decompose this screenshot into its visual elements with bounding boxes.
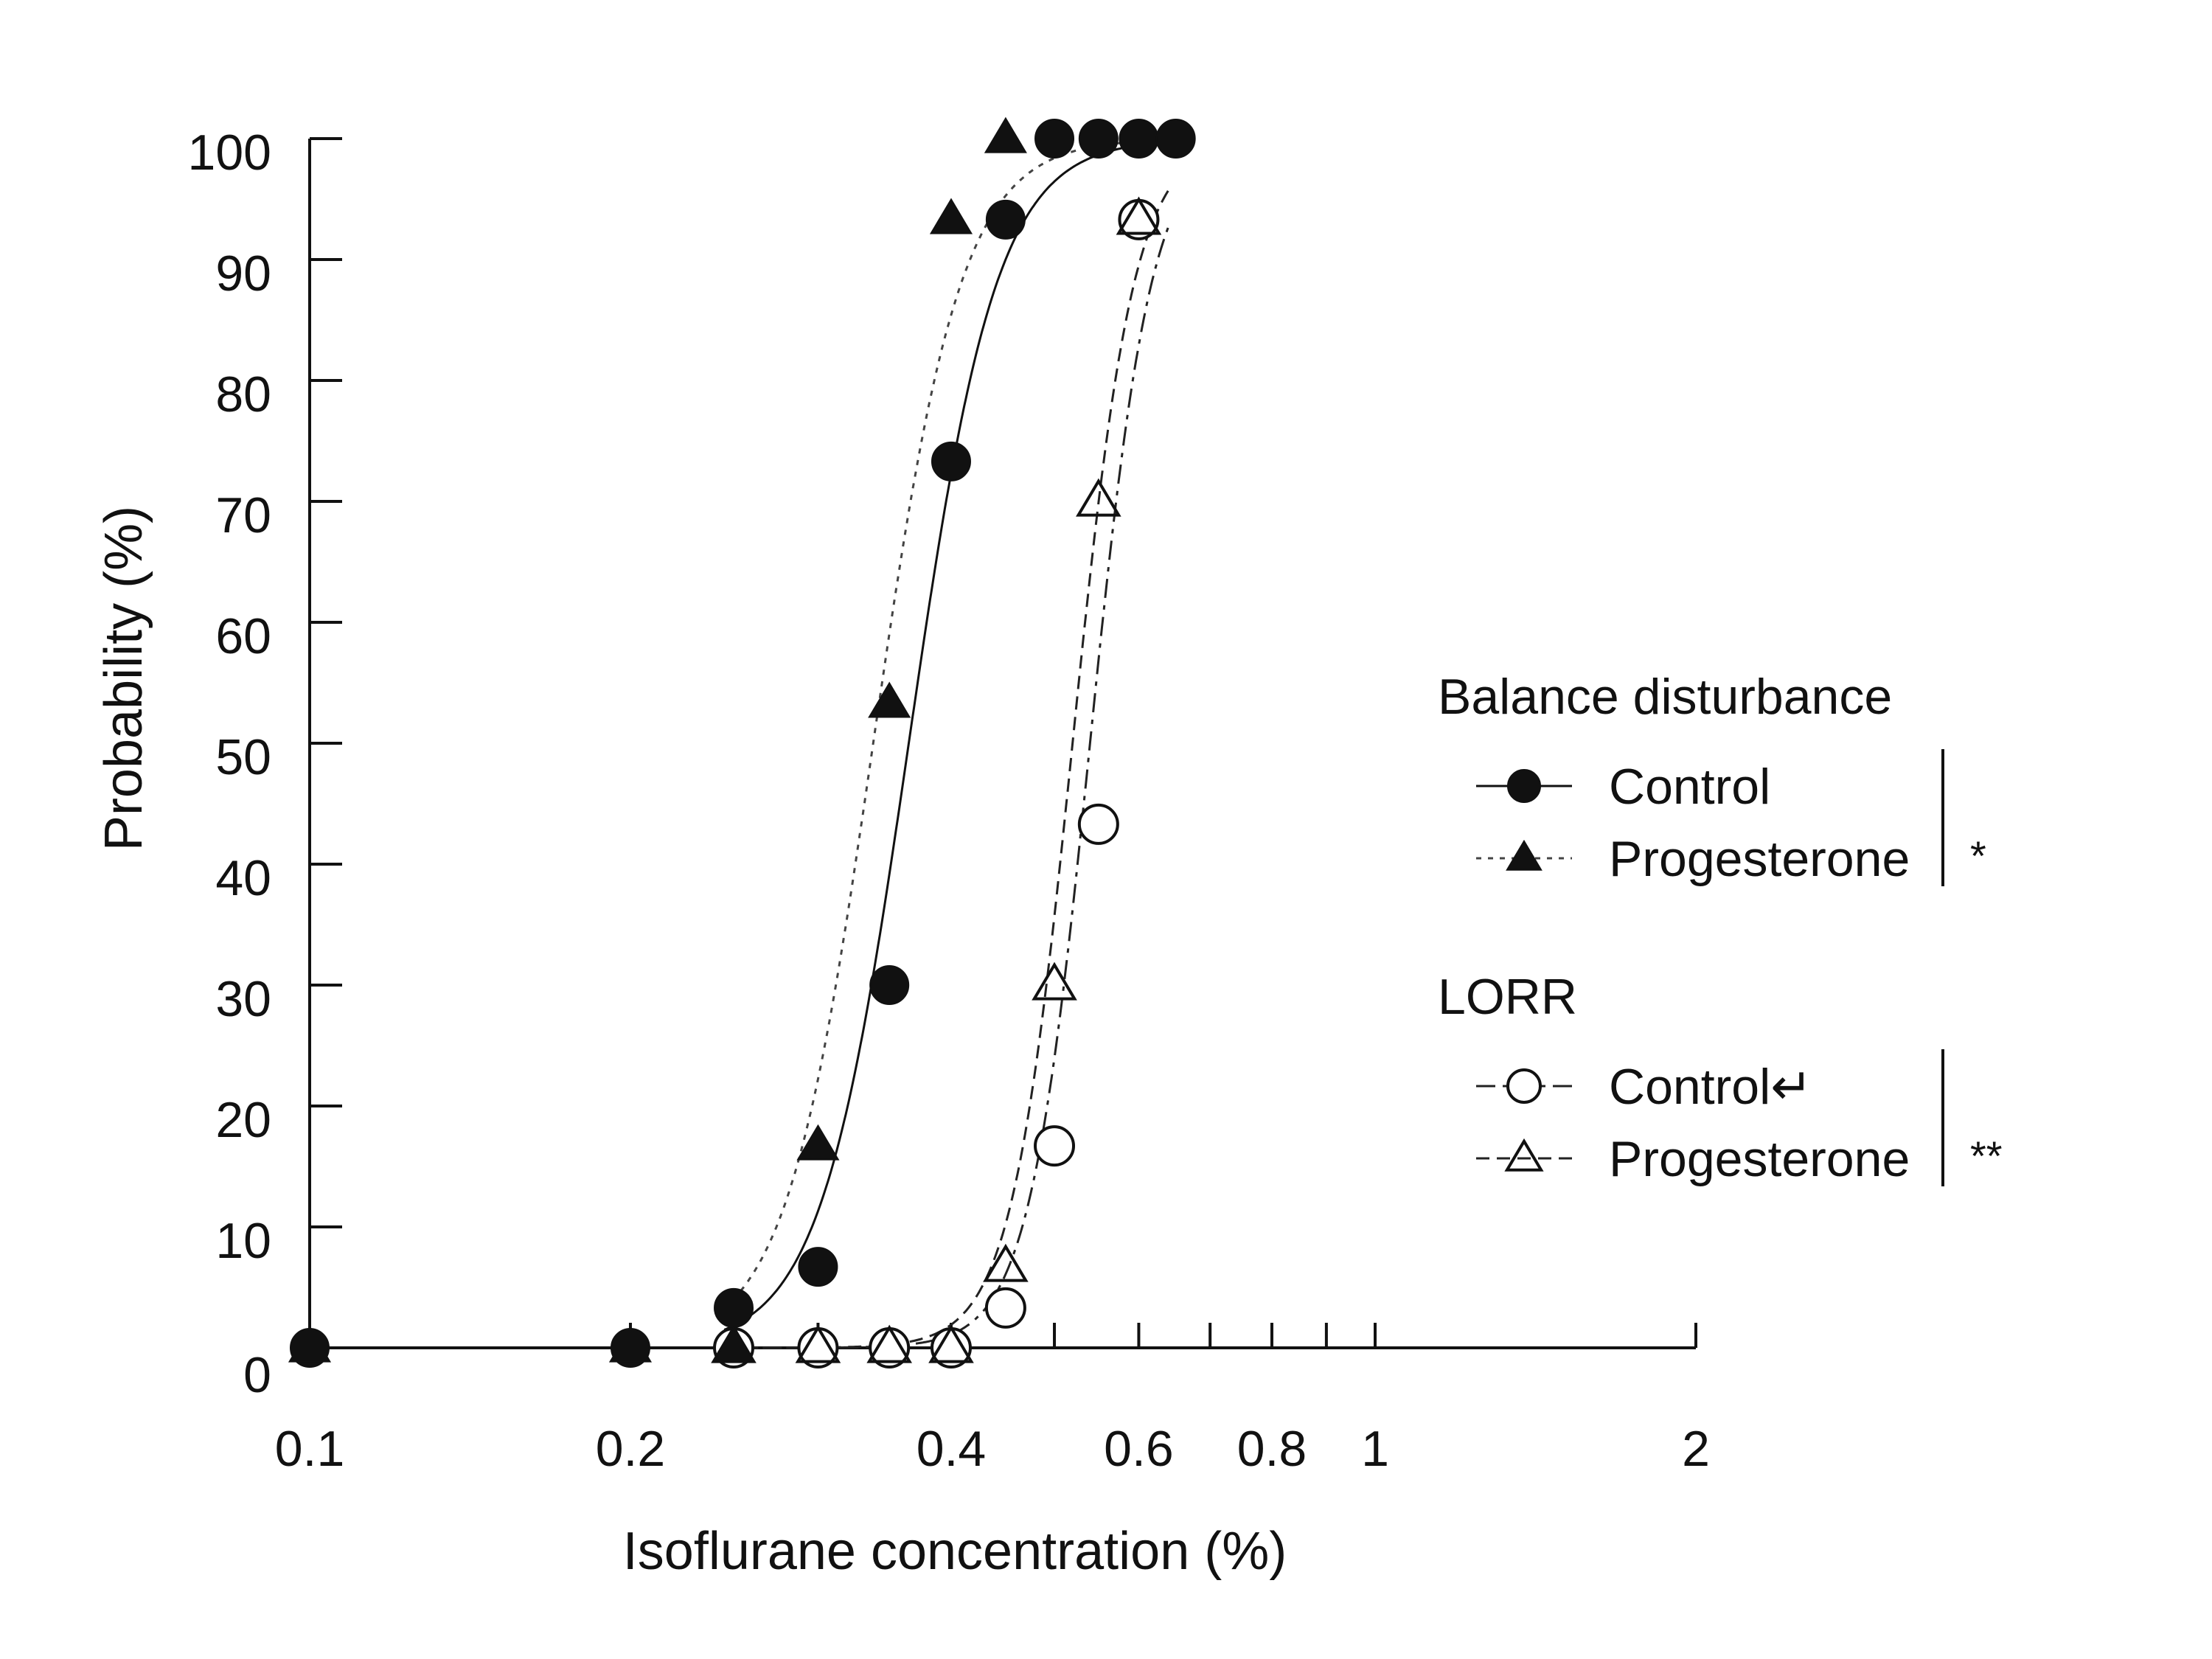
significance-mark: * bbox=[1970, 832, 1986, 879]
data-point bbox=[608, 1326, 653, 1363]
y-tick-label: 50 bbox=[215, 729, 271, 785]
y-tick-label: 60 bbox=[215, 608, 271, 664]
fit-curve bbox=[723, 139, 1169, 1310]
x-axis-title: Isoflurane concentration (%) bbox=[623, 1522, 1287, 1581]
data-point bbox=[928, 1324, 974, 1363]
data-point bbox=[1032, 961, 1077, 1001]
x-tick-label: 0.4 bbox=[917, 1421, 987, 1477]
data-point bbox=[1077, 803, 1119, 845]
data-markers bbox=[288, 116, 1196, 1368]
data-point bbox=[795, 1324, 841, 1363]
data-point bbox=[984, 1287, 1026, 1329]
legend-label: Progesterone bbox=[1609, 1131, 1910, 1187]
y-tick-label: 40 bbox=[215, 850, 271, 906]
y-tick-label: 10 bbox=[215, 1213, 271, 1269]
legend-group-title: LORR bbox=[1438, 969, 1577, 1025]
legend-label: Control↵ bbox=[1609, 1059, 1812, 1115]
data-point bbox=[288, 1326, 332, 1363]
y-tick-label: 90 bbox=[215, 246, 271, 302]
data-point bbox=[985, 199, 1026, 240]
data-point bbox=[866, 1324, 912, 1363]
data-point bbox=[868, 681, 911, 718]
legend-marker bbox=[1507, 769, 1541, 803]
data-point bbox=[869, 965, 910, 1005]
data-point bbox=[712, 1326, 756, 1363]
x-tick-label: 0.6 bbox=[1104, 1421, 1174, 1477]
data-point bbox=[1116, 196, 1162, 235]
legend-marker bbox=[1506, 1068, 1542, 1104]
fit-curve bbox=[723, 141, 1169, 1331]
y-axis-title: Probability (%) bbox=[94, 506, 153, 851]
data-point bbox=[796, 1124, 840, 1161]
data-point bbox=[984, 116, 1027, 153]
legend-label: Control bbox=[1609, 759, 1770, 815]
x-tick-label: 0.2 bbox=[596, 1421, 666, 1477]
data-point bbox=[1078, 119, 1119, 159]
y-tick-label: 80 bbox=[215, 366, 271, 422]
data-point bbox=[798, 1247, 838, 1287]
data-point bbox=[1119, 119, 1159, 159]
data-point bbox=[1155, 119, 1196, 159]
fit-curve bbox=[724, 189, 1170, 1349]
data-point bbox=[931, 441, 971, 481]
legend-marker bbox=[1506, 839, 1543, 871]
data-point bbox=[929, 198, 973, 234]
legend-group-title: Balance disturbance bbox=[1438, 669, 1892, 725]
x-tick-label: 0.8 bbox=[1237, 1421, 1307, 1477]
y-tick-label: 70 bbox=[215, 487, 271, 543]
data-point bbox=[714, 1287, 754, 1328]
y-tick-label: 20 bbox=[215, 1092, 271, 1148]
significance-mark: ** bbox=[1970, 1133, 2003, 1179]
fit-curve bbox=[724, 226, 1170, 1349]
data-point bbox=[983, 1243, 1029, 1282]
data-point bbox=[1076, 478, 1121, 517]
x-tick-label: 1 bbox=[1361, 1421, 1389, 1477]
fit-curves bbox=[723, 139, 1170, 1349]
data-point bbox=[1034, 119, 1075, 159]
data-point bbox=[1034, 1125, 1076, 1167]
y-tick-label: 100 bbox=[188, 125, 271, 181]
y-tick-label: 0 bbox=[243, 1347, 271, 1403]
legend-marker bbox=[1504, 1138, 1544, 1172]
legend-label: Progesterone bbox=[1609, 831, 1910, 887]
x-tick-label: 2 bbox=[1682, 1421, 1710, 1477]
y-tick-label: 30 bbox=[215, 971, 271, 1027]
legend: Balance disturbance Control Progesterone * L… bbox=[1438, 669, 2003, 1187]
x-tick-label: 0.1 bbox=[275, 1421, 345, 1477]
